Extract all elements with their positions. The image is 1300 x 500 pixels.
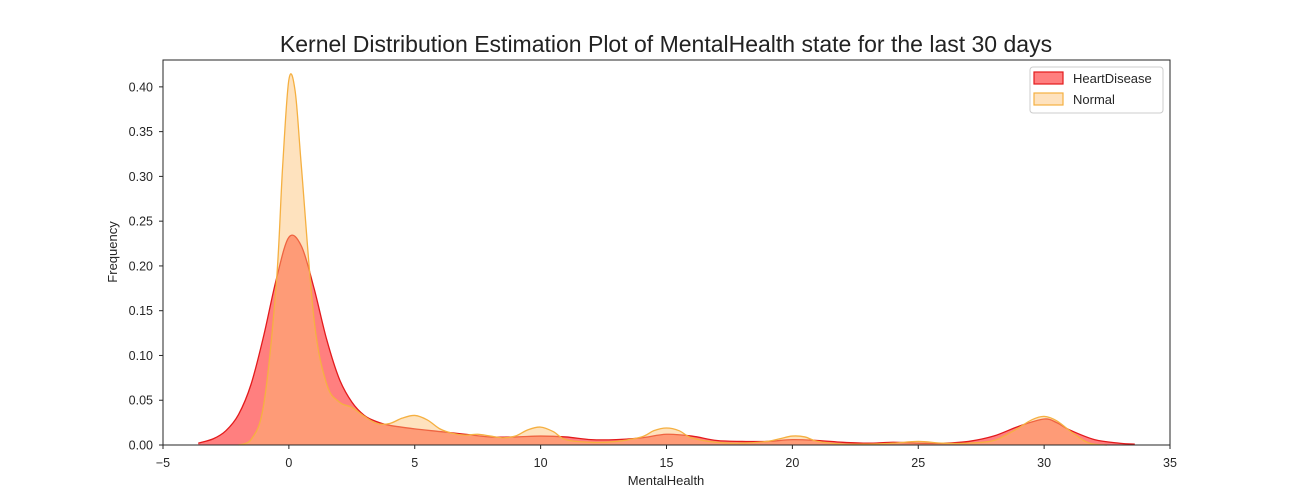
- y-axis-ticks: 0.00 0.05 0.10 0.15 0.20 0.25 0.30 0.35 0.40: [129, 80, 163, 453]
- x-tick-label: 20: [785, 456, 799, 470]
- y-tick-label: 0.10: [129, 349, 153, 363]
- y-tick-label: 0.00: [129, 439, 153, 453]
- kde-line-heartdisease: [198, 234, 1135, 445]
- x-tick-label: 30: [1037, 456, 1051, 470]
- legend-label-normal: Normal: [1073, 92, 1115, 107]
- x-tick-label: 0: [285, 456, 292, 470]
- legend: HeartDisease Normal: [1029, 66, 1164, 114]
- x-axis-ticks: −5 0 5 10 15 20 25 30 35: [156, 445, 1177, 470]
- y-tick-label: 0.30: [129, 170, 153, 184]
- x-tick-label: 25: [911, 456, 925, 470]
- kde-area-normal: [238, 73, 1108, 445]
- y-tick-label: 0.40: [129, 80, 153, 94]
- legend-label-heartdisease: HeartDisease: [1073, 71, 1152, 86]
- x-tick-label: 35: [1163, 456, 1177, 470]
- kde-line-normal: [238, 73, 1108, 446]
- x-tick-label: 5: [411, 456, 418, 470]
- y-tick-label: 0.20: [129, 259, 153, 273]
- kde-area-heartdisease: [198, 235, 1135, 445]
- y-tick-label: 0.05: [129, 394, 153, 408]
- chart-title: Kernel Distribution Estimation Plot of M…: [280, 31, 1052, 57]
- y-tick-label: 0.25: [129, 215, 153, 229]
- x-axis-label: MentalHealth: [628, 473, 705, 488]
- series-layer: [198, 73, 1135, 446]
- x-tick-label: −5: [156, 456, 170, 470]
- y-tick-label: 0.15: [129, 304, 153, 318]
- y-tick-label: 0.35: [129, 125, 153, 139]
- x-tick-label: 15: [660, 456, 674, 470]
- legend-swatch-normal: [1033, 92, 1064, 106]
- legend-swatch-heartdisease: [1033, 71, 1064, 85]
- x-tick-label: 10: [534, 456, 548, 470]
- y-axis-label: Frequency: [105, 221, 120, 283]
